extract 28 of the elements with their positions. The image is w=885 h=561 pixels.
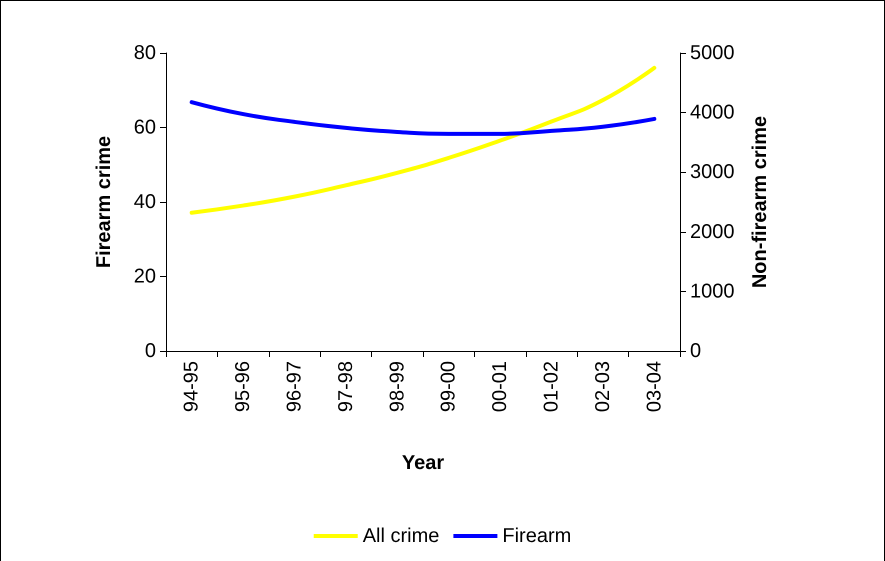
y-tick-label: 20	[134, 266, 156, 288]
y-axis-title: Firearm crime	[93, 136, 115, 268]
y-tick-label: 60	[134, 116, 156, 138]
y-tick-label: 0	[144, 340, 156, 362]
x-tick-label: 03-04	[643, 361, 666, 412]
line-series	[190, 66, 656, 215]
x-tick-label: 95-96	[232, 361, 254, 412]
legend-label: Firearm	[502, 525, 572, 547]
x-tick-label: 98-99	[386, 361, 408, 412]
x-tick-label: 00-01	[489, 361, 512, 412]
x-tick-label: 99-00	[438, 361, 460, 412]
y2-tick-label: 1000	[690, 280, 734, 302]
y2-tick-label: 2000	[690, 220, 734, 243]
y-tick-label: 80	[134, 42, 156, 64]
line-series	[190, 100, 656, 136]
x-axis-title: Year	[402, 452, 444, 474]
y2-tick-label: 4000	[690, 102, 734, 124]
x-tick-label: 97-98	[334, 361, 357, 412]
x-tick-label: 94-95	[180, 361, 203, 412]
y-tick-label: 40	[134, 191, 156, 213]
x-tick-label: 96-97	[284, 361, 306, 412]
y2-tick-label: 0	[690, 340, 702, 362]
y2-tick-label: 3000	[690, 161, 734, 184]
legend-label: All crime	[362, 525, 440, 547]
y2-tick-label: 5000	[690, 42, 734, 64]
x-tick-label: 02-03	[592, 361, 614, 412]
y2-axis-title: Non-firearm crime	[749, 116, 771, 288]
x-tick-label: 01-02	[540, 361, 562, 412]
